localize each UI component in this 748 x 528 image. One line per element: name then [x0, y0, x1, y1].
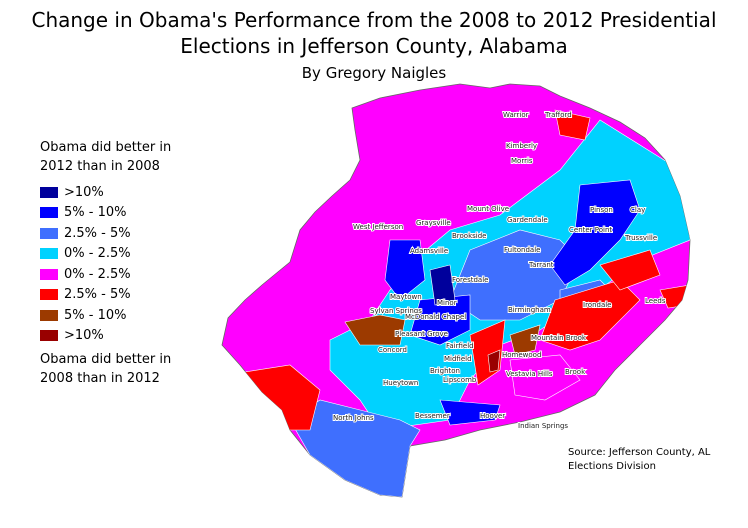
place-label: North Johns — [333, 414, 374, 422]
place-label: Sylvan Springs — [370, 307, 422, 315]
precinct-region — [509, 354, 581, 401]
legend-swatch — [40, 248, 58, 260]
legend-footer: Obama did better in 2008 than in 2012 — [40, 352, 172, 386]
place-label: Homewood — [502, 351, 541, 359]
place-label: Leeds — [645, 297, 666, 305]
legend-item: 5% - 10% — [40, 203, 180, 224]
place-label: Trafford — [544, 111, 572, 119]
place-label: West Jefferson — [353, 223, 403, 231]
legend-header: Obama did better in 2012 than in 2008 — [40, 140, 172, 174]
legend-item: 5% - 10% — [40, 305, 180, 326]
source-note: Source: Jefferson County, AL Elections D… — [568, 446, 710, 474]
legend-label: 0% - 2.5% — [64, 246, 131, 262]
legend-item: 2.5% - 5% — [40, 285, 180, 306]
legend-label: 0% - 2.5% — [64, 266, 131, 282]
place-label: Irondale — [583, 301, 612, 309]
place-label: Maytown — [390, 293, 422, 301]
precinct-region — [384, 239, 426, 301]
precinct-region — [554, 109, 591, 141]
place-label: Brook — [565, 368, 586, 376]
place-label: Brighton — [430, 367, 460, 375]
place-label: Vestavia Hills — [506, 370, 553, 378]
place-label: Hoover — [480, 412, 505, 420]
place-label: Mount Olive — [467, 205, 509, 213]
place-label: Fultondale — [504, 246, 540, 254]
place-label: Forestdale — [452, 276, 488, 284]
legend-item: 0% - 2.5% — [40, 264, 180, 285]
legend-swatch — [40, 227, 58, 239]
legend-swatch — [40, 309, 58, 321]
legend-swatch — [40, 330, 58, 342]
legend-swatch — [40, 268, 58, 280]
place-label: Concord — [378, 346, 407, 354]
place-label: Minor — [437, 299, 457, 307]
legend-swatch — [40, 207, 58, 219]
legend-label: >10% — [64, 328, 104, 344]
precinct-region — [409, 294, 471, 346]
place-labels: Warrior Trafford Kimberly Morris Pinson Clay M… — [332, 110, 667, 431]
legend-label: 5% - 10% — [64, 205, 127, 221]
place-label: Midfield — [444, 355, 472, 363]
place-label: Lipscomb — [443, 376, 477, 384]
place-label: Kimberly — [506, 142, 537, 150]
place-label: Bessemer — [415, 412, 450, 420]
place-label: Tarrant — [528, 261, 554, 269]
place-label: Birmingham — [508, 306, 551, 314]
title-line-1: Change in Obama's Performance from the 2… — [31, 8, 717, 32]
legend: Obama did better in 2012 than in 2008 >1… — [40, 138, 180, 388]
legend-label: 2.5% - 5% — [64, 225, 131, 241]
place-label: Trussville — [624, 234, 657, 242]
place-label: Indian Springs — [518, 422, 568, 430]
precinct-region — [509, 324, 541, 356]
place-label: Graysville — [416, 219, 451, 227]
place-label: Clay — [630, 206, 645, 214]
place-label: Mountain Brook — [531, 334, 587, 342]
place-label: Center Point — [569, 226, 612, 234]
precinct-region — [429, 264, 456, 306]
place-label: Adamsville — [410, 247, 448, 255]
legend-swatch — [40, 289, 58, 301]
source-line-2: Elections Division — [568, 461, 656, 472]
legend-label: 5% - 10% — [64, 307, 127, 323]
place-label: Warrior — [503, 111, 529, 119]
subtitle: By Gregory Naigles — [301, 64, 447, 82]
place-label: Morris — [511, 157, 533, 165]
legend-label: >10% — [64, 184, 104, 200]
place-label: Pinson — [590, 206, 613, 214]
precinct-region — [289, 399, 421, 497]
precinct-region — [549, 179, 641, 286]
place-label: McDonald Chapel — [405, 313, 466, 321]
legend-item: >10% — [40, 182, 180, 203]
place-label: Hueytown — [383, 379, 418, 387]
legend-label: 2.5% - 5% — [64, 287, 131, 303]
place-label: Fairfield — [446, 342, 474, 350]
legend-item: >10% — [40, 326, 180, 347]
source-line-1: Source: Jefferson County, AL — [568, 447, 711, 458]
place-label: Gardendale — [507, 216, 548, 224]
precinct-region — [344, 314, 406, 346]
legend-item: 0% - 2.5% — [40, 244, 180, 265]
precinct-regions — [224, 109, 690, 497]
title-line-2: Elections in Jefferson County, Alabama — [180, 34, 568, 58]
precinct-region — [487, 349, 501, 373]
precinct-region — [439, 399, 501, 426]
place-label: Pleasant Grove — [395, 330, 448, 338]
legend-swatch — [40, 186, 58, 198]
legend-item: 2.5% - 5% — [40, 223, 180, 244]
precinct-region — [599, 249, 661, 291]
place-label: Brookside — [452, 232, 487, 240]
